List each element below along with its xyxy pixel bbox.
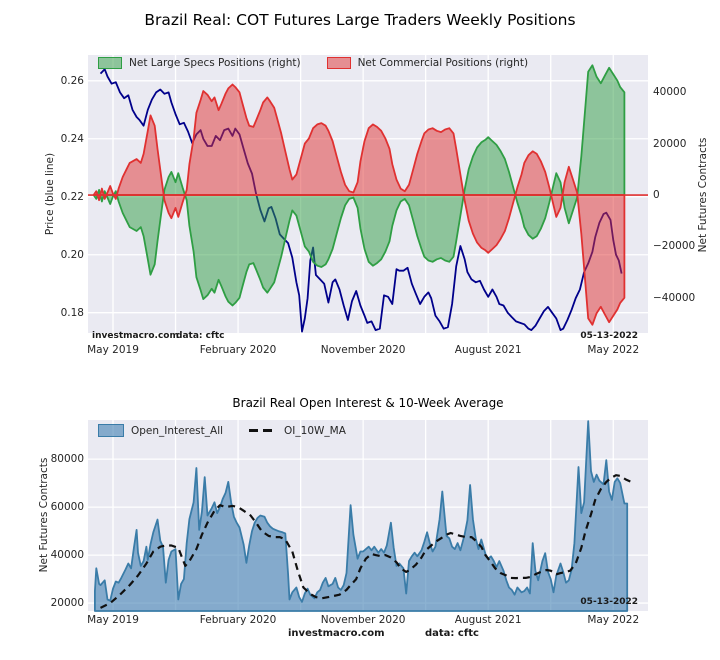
dashed-line-icon [249, 429, 277, 432]
open-interest-swatch-icon [98, 424, 124, 437]
legend-label-open-interest: Open_Interest_All [131, 424, 224, 437]
x-tick-label-top: August 2021 [454, 344, 522, 356]
brand-text-top: investmacro.com [92, 331, 179, 341]
y-tick-label-price: 0.26 [60, 74, 84, 87]
legend-item-ma: OI_10W_MA [249, 425, 346, 437]
y-tick-label-contracts: −20000 [653, 240, 696, 253]
x-tick-label-bottom: February 2020 [199, 614, 277, 626]
page-title: Brazil Real: COT Futures Large Traders W… [144, 11, 576, 29]
specs-swatch-icon [98, 57, 122, 69]
y-tick-label-price: 0.20 [60, 248, 84, 261]
y-tick-label-oi: 20000 [50, 597, 84, 610]
x-tick-label-top: May 2019 [87, 344, 139, 356]
y-tick-label-contracts: 0 [653, 189, 660, 202]
legend-item-open-interest: Open_Interest_All [98, 424, 223, 437]
legend-item-commercial: Net Commercial Positions (right) [326, 57, 529, 69]
y-tick-label-oi: 60000 [50, 501, 84, 514]
y-tick-label-price: 0.22 [60, 190, 84, 203]
x-tick-label-bottom: November 2020 [320, 614, 406, 626]
x-tick-label-top: February 2020 [199, 344, 277, 356]
legend-label-ma: OI_10W_MA [284, 424, 346, 437]
bottom-chart-title: Brazil Real Open Interest & 10-Week Aver… [232, 396, 504, 410]
x-tick-label-top: May 2022 [587, 344, 640, 356]
date-stamp-bottom: 05-13-2022 [580, 597, 638, 607]
brand-text-bottom: investmacro.com [288, 628, 385, 639]
y-tick-label-price: 0.24 [60, 132, 84, 145]
legend-label-specs: Net Large Specs Positions (right) [129, 57, 301, 69]
source-text-bottom: data: cftc [425, 628, 479, 639]
x-tick-label-bottom: May 2022 [587, 614, 640, 626]
date-stamp-top: 05-13-2022 [580, 331, 638, 341]
legend-item-specs: Net Large Specs Positions (right) [98, 57, 301, 69]
legend-top: Net Large Specs Positions (right) Net Co… [98, 57, 554, 69]
x-tick-label-bottom: August 2021 [454, 614, 522, 626]
legend-label-commercial: Net Commercial Positions (right) [357, 57, 529, 69]
source-text-top: data: cftc [176, 331, 225, 341]
y-tick-label-oi: 40000 [50, 549, 84, 562]
y-tick-label-oi: 80000 [50, 453, 84, 466]
commercial-swatch-icon [326, 57, 351, 69]
legend-bottom: Open_Interest_All OI_10W_MA [98, 424, 372, 437]
x-tick-label-bottom: May 2019 [87, 614, 139, 626]
y-tick-label-contracts: −40000 [653, 291, 696, 304]
y-tick-label-contracts: 40000 [653, 86, 687, 99]
y-tick-label-price: 0.18 [60, 306, 84, 319]
x-tick-label-top: November 2020 [320, 344, 406, 356]
y-tick-label-contracts: 20000 [653, 137, 687, 150]
